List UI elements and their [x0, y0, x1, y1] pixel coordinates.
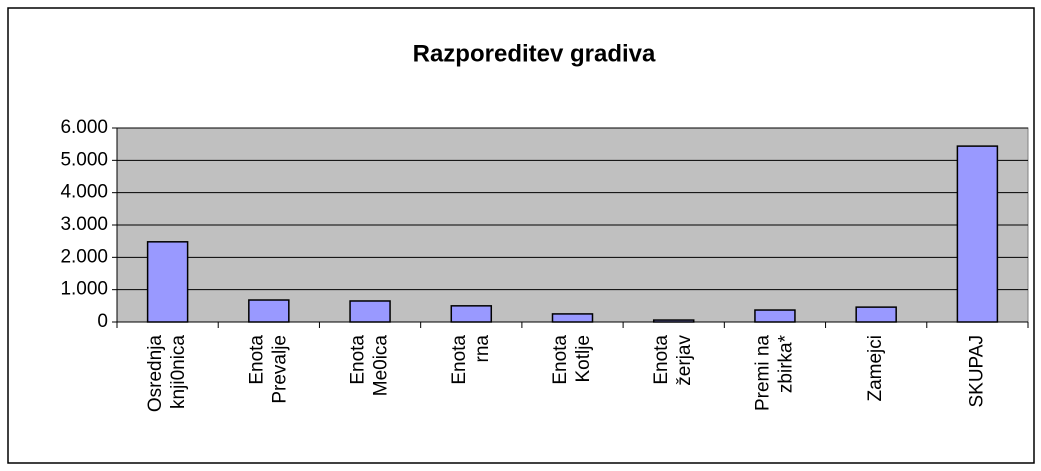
bar [146, 241, 189, 323]
bar [450, 305, 493, 323]
x-tick-label: Me0ica [371, 335, 392, 397]
x-tick-label: Premi na [752, 335, 773, 411]
x-tick-label: Enota [246, 335, 267, 385]
bar [855, 306, 897, 323]
x-tick-label: SKUPAJ [966, 335, 987, 408]
x-tick-label: Osrednja [145, 335, 166, 413]
x-tick-label: Zamejci [865, 335, 886, 402]
x-tick-label: Kotlje [573, 335, 594, 383]
y-tick-label: 2.000 [60, 246, 108, 267]
y-tick-label: 4.000 [60, 182, 108, 203]
x-tick-label: Enota [449, 335, 470, 385]
bar [754, 309, 796, 323]
x-tick-label: Enota [550, 335, 571, 385]
x-tick-label: žerjav [674, 335, 695, 386]
bar [652, 319, 695, 323]
y-tick-label: 5.000 [60, 149, 108, 170]
x-tick-label: zbirka* [775, 334, 796, 393]
bar [551, 313, 594, 323]
x-tick-label: knji0nica [168, 335, 189, 409]
x-tick-label: Enota [651, 335, 672, 385]
x-tick-label: Prevalje [269, 335, 290, 404]
bar [349, 300, 391, 323]
y-tick-label: 0 [97, 311, 108, 332]
y-tick-label: 6.000 [60, 117, 108, 138]
x-tick-label: Enota [348, 335, 369, 385]
chart-title: Razporeditev gradiva [413, 40, 656, 67]
bar [956, 145, 999, 323]
y-tick-label: 3.000 [60, 214, 108, 235]
x-tick-label: rna [472, 335, 493, 363]
bar [248, 299, 290, 323]
y-tick-label: 1.000 [60, 279, 108, 300]
